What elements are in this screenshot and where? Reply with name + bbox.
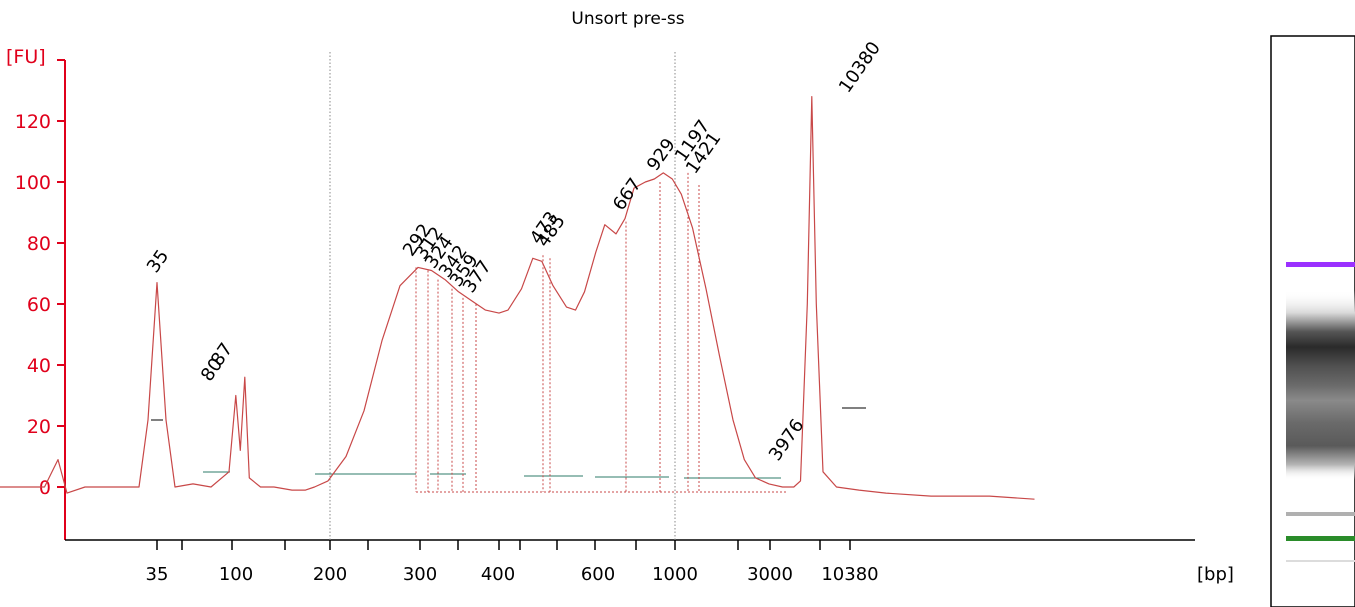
x-tick-label: 3000 [747, 564, 793, 585]
gel-marker-band [1286, 262, 1355, 267]
x-tick-label: 1000 [652, 564, 698, 585]
x-tick-label: 300 [403, 564, 437, 585]
x-tick-label: 35 [146, 564, 169, 585]
peak-label: 10380 [835, 38, 885, 97]
gel-smear [1286, 290, 1355, 480]
y-tick-label: 40 [27, 355, 51, 377]
x-tick-label: 400 [481, 564, 515, 585]
baselines [203, 172, 786, 493]
x-tick-label: 100 [219, 564, 253, 585]
x-tick-label: 200 [313, 564, 347, 585]
gel-faint-band [1286, 512, 1355, 516]
chart-title: Unsort pre-ss [571, 9, 684, 29]
y-tick-label: 100 [15, 172, 51, 194]
x-tick-label: 10380 [821, 564, 878, 585]
guide-lines [329, 52, 676, 540]
peak-label: 35 [143, 246, 173, 277]
y-tick-label: 60 [27, 294, 51, 316]
y-tick-label: 80 [27, 233, 51, 255]
peak-labels: 3580872923123243423593774734856679291197… [143, 38, 885, 465]
trace-line [0, 96, 1035, 500]
y-axis-label: [FU] [6, 46, 46, 68]
gel-marker-band [1286, 536, 1355, 541]
y-tick-label: 120 [15, 111, 51, 133]
data-trace [0, 96, 1035, 500]
gel-image [1270, 35, 1355, 607]
axes: 0 20 40 60 80 100 120 35 100 200 300 400 600 1000 3000… [15, 59, 1195, 585]
x-axis-label: [bp] [1197, 564, 1234, 585]
gel-faint-band [1286, 560, 1355, 562]
peak-label: 667 [609, 174, 646, 214]
x-tick-label: 600 [581, 564, 615, 585]
y-tick-label: 20 [27, 416, 51, 438]
y-tick-label: 0 [39, 477, 51, 499]
